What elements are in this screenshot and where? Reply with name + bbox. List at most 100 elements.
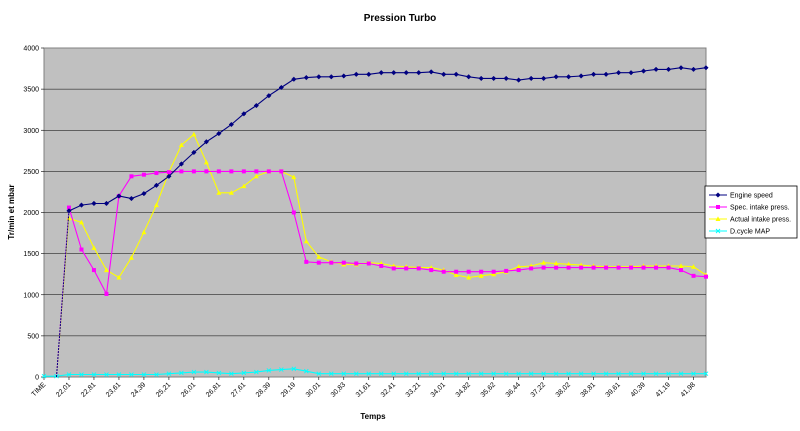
data-point: [79, 372, 84, 377]
data-point: [478, 273, 484, 278]
data-point: [641, 265, 646, 270]
data-point: [154, 372, 159, 377]
data-point: [615, 70, 622, 76]
data-point: [566, 371, 571, 377]
x-axis-title: Temps: [360, 412, 386, 421]
data-point: [91, 200, 97, 207]
data-point: [79, 247, 84, 252]
data-point: [554, 265, 559, 270]
data-point: [391, 371, 397, 377]
data-point: [416, 371, 422, 377]
data-point: [466, 274, 472, 280]
data-point: [229, 169, 234, 174]
data-point: [129, 372, 134, 377]
data-point: [253, 102, 259, 109]
series-line: [68, 67, 707, 212]
data-point: [504, 268, 509, 273]
data-point: [666, 265, 671, 270]
data-point: [179, 169, 184, 174]
data-point: [578, 73, 584, 79]
y-axis-ticks: 0 500 1000 1500 2000 2500 3000 3500 4000: [23, 46, 44, 382]
data-point: [154, 171, 159, 176]
series-lead-line: [55, 210, 70, 378]
data-point: [303, 368, 309, 374]
data-point: [291, 76, 297, 82]
data-point: [41, 373, 47, 379]
data-point: [691, 264, 697, 269]
data-point: [678, 371, 684, 377]
data-point: [153, 202, 159, 208]
data-point: [466, 269, 471, 274]
data-point: [328, 371, 334, 377]
data-point: [291, 366, 297, 372]
data-point: [641, 371, 646, 377]
data-point: [241, 370, 247, 376]
data-point: [78, 219, 84, 225]
data-point: [291, 210, 296, 215]
data-point: [653, 371, 659, 377]
data-point: [204, 369, 209, 375]
data-point: [203, 159, 209, 165]
data-point: [629, 265, 634, 270]
data-point: [453, 371, 459, 377]
data-point: [341, 371, 347, 377]
data-point: [254, 169, 259, 174]
y-tick-label: 4000: [23, 46, 39, 53]
data-point: [703, 371, 709, 377]
data-point: [191, 149, 197, 156]
legend-label: Spec. intake press.: [730, 205, 790, 212]
data-point: [128, 255, 134, 260]
data-point: [403, 371, 409, 377]
data-point: [204, 169, 209, 174]
data-point: [553, 74, 559, 80]
data-point: [491, 371, 496, 377]
data-point: [565, 74, 572, 80]
data-point: [541, 260, 547, 265]
data-point: [178, 142, 184, 148]
data-point: [66, 205, 71, 210]
data-point: [253, 173, 259, 179]
legend-marker: [715, 192, 721, 198]
data-point: [241, 183, 247, 189]
series-d-cycle-map: [41, 366, 709, 379]
data-point: [541, 265, 546, 270]
data-point: [466, 371, 471, 377]
data-point: [428, 371, 434, 377]
data-point: [491, 75, 497, 82]
data-point: [691, 273, 696, 278]
data-point: [354, 261, 359, 266]
data-point: [91, 245, 97, 250]
y-tick-label: 1000: [23, 292, 39, 299]
data-point: [478, 371, 484, 377]
data-point: [266, 93, 272, 99]
data-point: [703, 65, 709, 71]
data-point: [316, 260, 321, 265]
data-point: [628, 371, 634, 377]
data-point: [379, 263, 384, 268]
data-point: [640, 68, 647, 74]
data-point: [228, 121, 235, 128]
data-point: [328, 74, 334, 80]
data-point: [316, 254, 322, 259]
data-point: [516, 371, 521, 377]
data-point: [91, 372, 97, 377]
gridlines: [44, 88, 706, 337]
data-point: [603, 371, 609, 377]
data-point: [566, 261, 572, 267]
data-point: [441, 269, 446, 274]
data-point: [166, 371, 172, 377]
data-point: [66, 215, 72, 221]
data-point: [553, 260, 559, 266]
data-point: [691, 371, 696, 377]
data-point: [316, 74, 322, 80]
data-point: [141, 372, 147, 377]
data-point: [454, 269, 459, 274]
data-point: [566, 265, 571, 270]
y-tick-label: 3500: [23, 87, 39, 94]
data-point: [391, 266, 396, 271]
data-point: [441, 371, 447, 377]
data-point: [529, 266, 534, 271]
legend-marker: [716, 205, 720, 209]
data-point: [191, 169, 196, 174]
